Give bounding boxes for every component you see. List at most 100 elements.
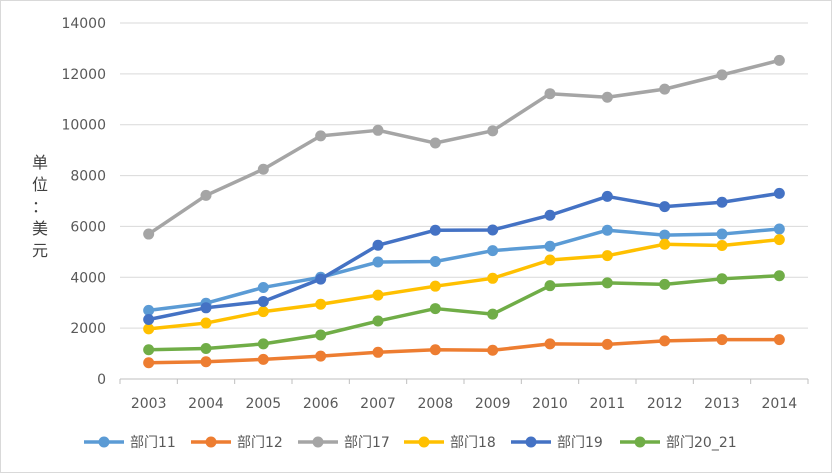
data-point: [429, 137, 441, 149]
data-point: [773, 187, 785, 199]
x-tick-label: 2013: [704, 396, 740, 412]
data-point: [601, 190, 613, 202]
legend-label: 部门20_21: [666, 435, 737, 451]
data-point: [659, 229, 671, 241]
x-tick-label: 2009: [475, 396, 511, 412]
series-line-0: [146, 227, 782, 313]
data-point: [487, 245, 499, 257]
data-point: [429, 224, 441, 236]
data-point: [372, 289, 384, 301]
data-point: [601, 91, 613, 103]
data-point: [716, 196, 728, 208]
data-point: [200, 302, 212, 314]
legend-swatch-marker: [205, 436, 217, 448]
data-point: [544, 88, 556, 100]
series-line-5: [146, 274, 782, 352]
data-point: [773, 334, 785, 346]
data-point: [487, 224, 499, 236]
x-tick-label: 2005: [246, 396, 282, 412]
data-point: [544, 338, 556, 350]
data-point: [544, 240, 556, 252]
data-point: [773, 234, 785, 246]
data-point: [200, 356, 212, 368]
data-point: [143, 357, 155, 369]
data-point: [601, 224, 613, 236]
legend-label: 部门17: [344, 435, 390, 451]
legend-label: 部门19: [557, 435, 603, 451]
x-tick-label: 2010: [532, 396, 568, 412]
legend-swatch-marker: [418, 436, 430, 448]
legend-label: 部门18: [450, 435, 496, 451]
x-tick-label: 2011: [590, 396, 626, 412]
x-tick-label: 2007: [360, 396, 396, 412]
data-point: [659, 335, 671, 347]
x-tick-label: 2012: [647, 396, 683, 412]
series-line-3: [146, 237, 782, 331]
data-point: [372, 315, 384, 327]
data-point: [257, 163, 269, 175]
data-point: [315, 350, 327, 362]
data-point: [773, 54, 785, 66]
data-point: [544, 254, 556, 266]
data-point: [487, 125, 499, 137]
legend-swatch-marker: [525, 436, 537, 448]
legend-swatch-marker: [98, 436, 110, 448]
series-line-2: [146, 58, 782, 236]
y-tick-label: 14000: [61, 16, 106, 32]
data-point: [429, 256, 441, 268]
data-point: [143, 344, 155, 356]
data-point: [200, 317, 212, 329]
data-point: [372, 124, 384, 136]
y-tick-label: 10000: [61, 118, 106, 134]
data-point: [429, 280, 441, 292]
y-tick-label: 8000: [70, 169, 106, 185]
legend-label: 部门12: [237, 435, 283, 451]
legend-swatch-marker: [634, 436, 646, 448]
x-tick-label: 2006: [303, 396, 339, 412]
data-point: [257, 338, 269, 350]
data-point: [659, 83, 671, 95]
series-line-4: [146, 191, 782, 322]
data-point: [257, 353, 269, 365]
data-point: [601, 338, 613, 350]
data-point: [487, 272, 499, 284]
y-tick-label: 4000: [70, 270, 106, 286]
data-point: [659, 278, 671, 290]
data-point: [315, 130, 327, 142]
y-axis-label: 单位：美元: [32, 153, 48, 260]
data-point: [659, 201, 671, 213]
x-tick-label: 2004: [188, 396, 224, 412]
series-line-1: [146, 337, 782, 365]
data-point: [544, 280, 556, 292]
data-point: [257, 295, 269, 307]
data-point: [659, 238, 671, 250]
data-point: [487, 308, 499, 320]
legend-swatch-marker: [312, 436, 324, 448]
data-point: [487, 344, 499, 356]
x-tick-label: 2008: [418, 396, 454, 412]
data-point: [429, 303, 441, 315]
data-point: [372, 256, 384, 268]
data-point: [315, 273, 327, 285]
data-point: [716, 334, 728, 346]
data-point: [773, 270, 785, 282]
x-tick-label: 2003: [131, 396, 167, 412]
legend-label: 部门11: [130, 435, 176, 451]
data-point: [544, 209, 556, 221]
data-point: [716, 228, 728, 240]
data-point: [143, 304, 155, 316]
data-point: [257, 281, 269, 293]
data-point: [601, 250, 613, 262]
data-point: [257, 306, 269, 318]
data-point: [716, 240, 728, 251]
x-tick-label: 2014: [762, 396, 798, 412]
data-point: [143, 228, 155, 240]
data-point: [716, 69, 728, 81]
data-point: [315, 298, 327, 310]
data-point: [429, 344, 441, 356]
data-point: [601, 277, 613, 289]
y-tick-label: 0: [97, 372, 106, 388]
data-point: [200, 189, 212, 201]
data-point: [200, 342, 212, 354]
data-point: [372, 239, 384, 251]
